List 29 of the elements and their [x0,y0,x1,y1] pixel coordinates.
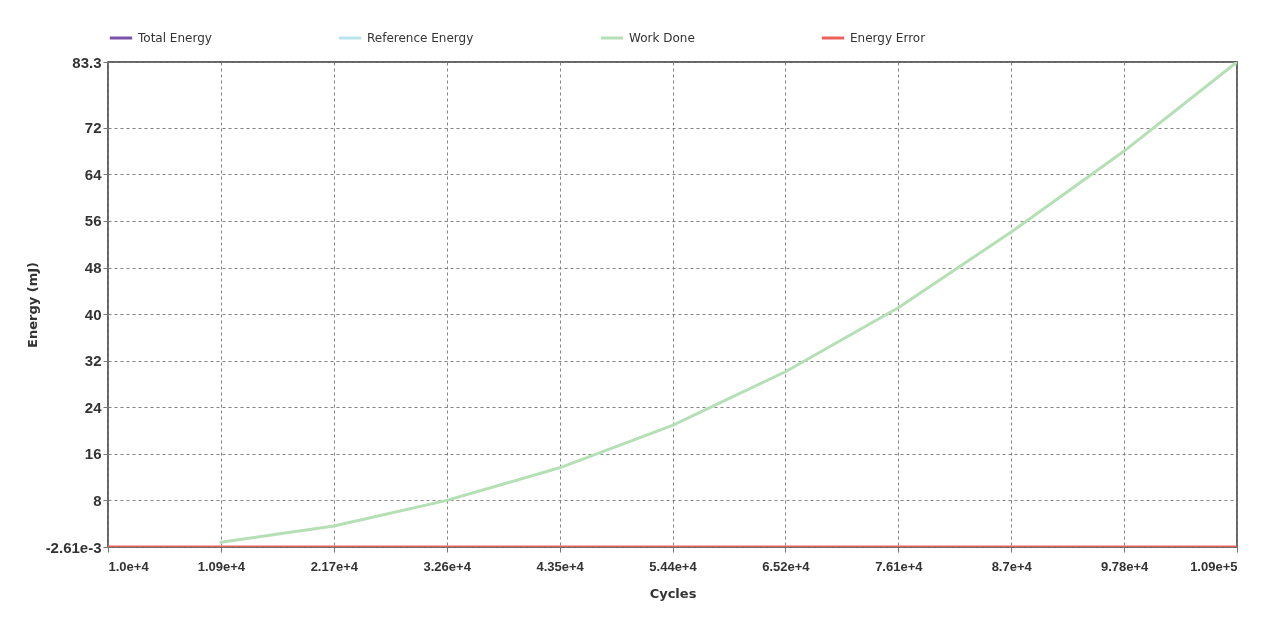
x-tick-label: 1.09e+5 [1190,558,1238,574]
y-tick-label: 72 [84,119,102,137]
x-tick-label: 1.09e+4 [197,558,246,574]
y-tick-label: 24 [84,398,103,416]
y-axis-title: Energy (mJ) [24,262,40,348]
y-tick-label: 8 [93,491,102,509]
y-tick-label: 40 [84,305,102,323]
y-tick-label: -2.61e-3 [45,538,102,556]
y-tick-label: 32 [84,352,102,370]
x-tick-label: 9.78e+4 [1100,558,1150,574]
legend-label: Energy Error [850,31,926,45]
x-tick-label: 2.17e+4 [310,558,359,574]
x-tick-label: 3.26e+4 [423,558,472,574]
x-tick-label: 4.35e+4 [536,558,585,574]
y-tick-label: 48 [84,259,102,277]
x-tick-label: 1.0e+4 [108,558,150,574]
x-tick-label: 8.7e+4 [991,558,1033,574]
y-tick-label: 56 [84,212,102,230]
x-axis-title: Cycles [649,585,697,601]
y-tick-label: 64 [84,165,103,183]
y-tick-label: 16 [84,445,102,463]
legend-label: Work Done [629,31,695,45]
legend-label: Reference Energy [367,31,474,45]
legend-label: Total Energy [137,31,212,45]
y-tick-label: 83.3 [72,53,102,71]
x-tick-label: 6.52e+4 [762,558,811,574]
line-series [219,62,1237,544]
x-tick-label: 7.61e+4 [875,558,924,574]
x-tick-label: 5.44e+4 [649,558,698,574]
